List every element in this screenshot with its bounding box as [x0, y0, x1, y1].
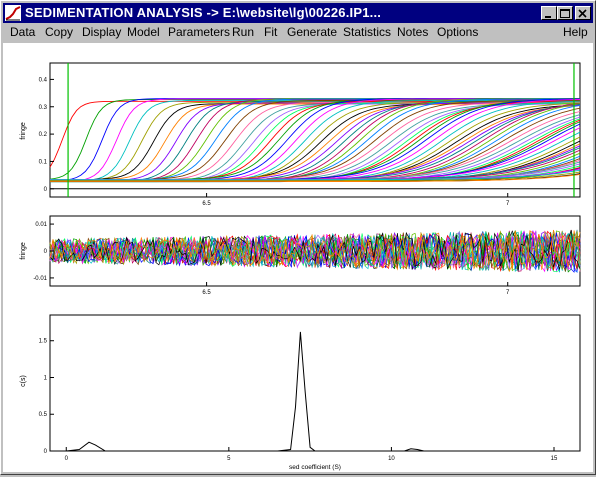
y-tick-label: 0.5	[39, 412, 48, 418]
menu-copy[interactable]: Copy	[45, 25, 74, 39]
y-tick-label: 0.1	[39, 159, 48, 165]
close-button[interactable]	[575, 6, 591, 20]
y-axis-label-mid: fringe	[20, 242, 27, 260]
menu-display[interactable]: Display	[82, 25, 122, 39]
y-tick-label: 0	[44, 187, 48, 193]
minimize-icon	[545, 16, 551, 18]
y-tick-label: 1.5	[39, 339, 48, 345]
y-tick-label: 0.01	[35, 222, 47, 228]
plot-area: 0 0.1 0.2 0.3 0.4 6.5 7 fringe 0.01 0 -0.01 6.5 7 …	[3, 43, 593, 472]
residuals-plot[interactable]: 0.01 0 -0.01 6.5 7 fringe	[20, 215, 581, 296]
plots-canvas: 0 0.1 0.2 0.3 0.4 6.5 7 fringe 0.01 0 -0.01 6.5 7 …	[20, 62, 581, 471]
menu-fit[interactable]: Fit	[264, 25, 278, 39]
menu-run[interactable]: Run	[232, 25, 255, 39]
menu-statistics[interactable]: Statistics	[343, 25, 392, 39]
cs-distribution-plot[interactable]: 0 0.5 1 1.5 0 5 10 15 c(s) sed coefficient (S)	[20, 314, 581, 471]
y-tick-label: 1	[44, 375, 48, 381]
x-tick-label: 7	[506, 290, 510, 296]
x-axis-label-bottom: sed coefficient (S)	[289, 464, 341, 471]
y-tick-label: 0.3	[39, 105, 48, 111]
maximize-button[interactable]	[557, 6, 573, 20]
x-tick-label: 15	[551, 456, 558, 462]
app-icon	[5, 5, 21, 21]
residual-line	[49, 230, 581, 272]
menu-notes[interactable]: Notes	[397, 25, 429, 39]
title-bar[interactable]: SEDIMENTATION ANALYSIS -> E:\website\lg\…	[3, 3, 593, 23]
menu-bar: Data Copy Display Model Parameters Run F…	[3, 23, 593, 42]
x-tick-label: 7	[506, 201, 510, 207]
menu-generate[interactable]: Generate	[287, 25, 338, 39]
x-tick-label: 10	[388, 456, 395, 462]
menu-parameters[interactable]: Parameters	[168, 25, 231, 39]
scan-line	[50, 173, 581, 183]
x-tick-label: 6.5	[202, 290, 211, 296]
residual-line	[49, 229, 581, 271]
x-tick-label: 0	[65, 456, 69, 462]
scan-line	[50, 169, 581, 181]
y-axis-label-top: fringe	[20, 122, 27, 140]
minimize-button[interactable]	[541, 6, 557, 20]
residual-line	[49, 229, 581, 271]
y-tick-label: 0	[44, 249, 48, 255]
menu-options[interactable]: Options	[437, 25, 479, 39]
menu-help[interactable]: Help	[563, 25, 588, 39]
x-tick-label: 6.5	[202, 201, 211, 207]
y-axis-label-bottom: c(s)	[20, 375, 27, 387]
cs-line	[66, 331, 571, 452]
residual-line	[49, 230, 581, 273]
scan-line	[50, 171, 581, 182]
close-icon	[578, 9, 587, 18]
y-tick-label: 0.2	[39, 132, 48, 138]
menu-model[interactable]: Model	[127, 25, 160, 39]
maximize-icon	[560, 9, 570, 18]
y-tick-label: 0.4	[39, 77, 48, 83]
menu-data[interactable]: Data	[10, 25, 36, 39]
residual-line	[49, 231, 581, 272]
y-tick-label: -0.01	[33, 276, 47, 282]
x-tick-label: 5	[227, 456, 231, 462]
y-tick-label: 0	[44, 449, 48, 455]
boundary-plot[interactable]: 0 0.1 0.2 0.3 0.4 6.5 7 fringe	[20, 62, 581, 207]
window-title: SEDIMENTATION ANALYSIS -> E:\website\lg\…	[25, 5, 382, 20]
